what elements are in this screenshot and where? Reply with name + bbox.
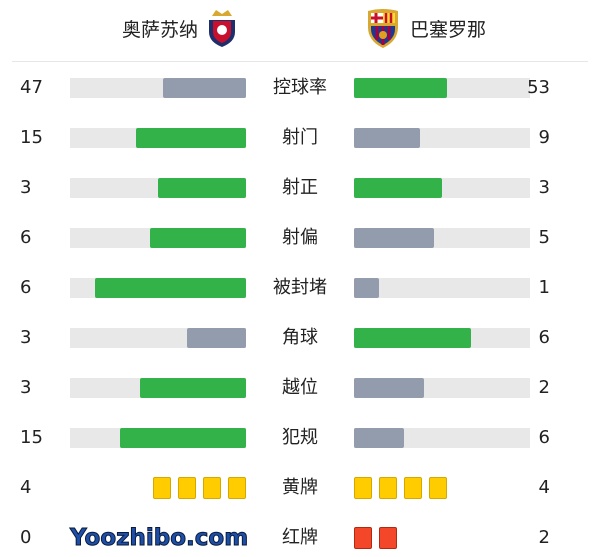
stat-label: 角球 bbox=[282, 327, 318, 348]
stat-row: 6 射偏 5 bbox=[0, 226, 600, 250]
stat-label: 黄牌 bbox=[282, 477, 318, 498]
home-value: 3 bbox=[20, 327, 32, 348]
away-bar-fill bbox=[354, 328, 472, 348]
home-bar-fill bbox=[163, 78, 246, 98]
away-value: 3 bbox=[538, 177, 550, 198]
home-bar-fill bbox=[158, 178, 246, 198]
home-bar bbox=[70, 228, 246, 248]
red-card-icon bbox=[354, 527, 372, 549]
home-bar bbox=[70, 78, 246, 98]
stat-row: 3 越位 2 bbox=[0, 376, 600, 400]
away-cards bbox=[354, 477, 447, 499]
away-bar-fill bbox=[354, 178, 442, 198]
red-card-icon bbox=[379, 527, 397, 549]
away-bar bbox=[354, 78, 530, 98]
home-bar-fill bbox=[120, 428, 246, 448]
away-bar bbox=[354, 228, 530, 248]
away-value: 5 bbox=[538, 227, 550, 248]
away-bar-fill bbox=[354, 278, 380, 298]
away-team-name: 巴塞罗那 bbox=[410, 18, 487, 41]
stat-label: 红牌 bbox=[282, 527, 318, 548]
away-bar-fill bbox=[354, 78, 448, 98]
away-value: 1 bbox=[538, 277, 550, 298]
yellow-card-row: 4 黄牌 4 bbox=[0, 476, 600, 500]
away-value: 53 bbox=[527, 77, 550, 98]
yellow-card-icon bbox=[203, 477, 221, 499]
stat-label: 控球率 bbox=[273, 77, 327, 98]
stat-label: 射门 bbox=[282, 127, 318, 148]
home-value: 15 bbox=[20, 427, 43, 448]
home-value: 15 bbox=[20, 127, 43, 148]
away-value: 2 bbox=[538, 527, 550, 548]
away-bar bbox=[354, 328, 530, 348]
away-bar bbox=[354, 178, 530, 198]
away-bar-fill bbox=[354, 128, 420, 148]
away-bar-fill bbox=[354, 228, 434, 248]
away-bar-fill bbox=[354, 428, 405, 448]
home-value: 4 bbox=[20, 477, 32, 498]
yellow-card-icon bbox=[429, 477, 447, 499]
home-bar-fill bbox=[150, 228, 246, 248]
home-cards bbox=[153, 477, 246, 499]
away-value: 2 bbox=[538, 377, 550, 398]
stat-row: 3 射正 3 bbox=[0, 176, 600, 200]
home-bar bbox=[70, 178, 246, 198]
home-value: 6 bbox=[20, 277, 32, 298]
away-cards bbox=[354, 527, 397, 549]
stat-row: 15 射门 9 bbox=[0, 126, 600, 150]
home-value: 6 bbox=[20, 227, 32, 248]
home-bar-fill bbox=[140, 378, 246, 398]
away-value: 6 bbox=[538, 327, 550, 348]
home-bar bbox=[70, 328, 246, 348]
away-value: 6 bbox=[538, 427, 550, 448]
barcelona-crest-icon bbox=[368, 9, 398, 48]
away-team[interactable]: 巴塞罗那 bbox=[364, 8, 486, 48]
stat-label: 犯规 bbox=[282, 427, 318, 448]
away-bar bbox=[354, 428, 530, 448]
stat-label: 射正 bbox=[282, 177, 318, 198]
home-value: 47 bbox=[20, 77, 43, 98]
yellow-card-icon bbox=[228, 477, 246, 499]
stat-row: 47 控球率 53 bbox=[0, 76, 600, 100]
home-value: 3 bbox=[20, 377, 32, 398]
stat-label: 射偏 bbox=[282, 227, 318, 248]
home-bar bbox=[70, 428, 246, 448]
home-team-name: 奥萨苏纳 bbox=[122, 18, 199, 41]
home-bar bbox=[70, 128, 246, 148]
osasuna-crest-icon bbox=[209, 10, 236, 47]
home-bar-fill bbox=[136, 128, 246, 148]
home-value: 0 bbox=[20, 527, 32, 548]
home-bar bbox=[70, 278, 246, 298]
watermark: Yoozhibo.com bbox=[69, 525, 249, 552]
stat-label: 被封堵 bbox=[273, 277, 327, 298]
divider bbox=[12, 61, 588, 62]
yellow-card-icon bbox=[379, 477, 397, 499]
stat-row: 6 被封堵 1 bbox=[0, 276, 600, 300]
away-value: 4 bbox=[538, 477, 550, 498]
red-card-row: 0 红牌 2 bbox=[0, 526, 600, 550]
away-bar bbox=[354, 378, 530, 398]
home-team[interactable]: 奥萨苏纳 bbox=[122, 8, 238, 48]
home-value: 3 bbox=[20, 177, 32, 198]
yellow-card-icon bbox=[178, 477, 196, 499]
home-bar-fill bbox=[187, 328, 246, 348]
home-bar-fill bbox=[95, 278, 246, 298]
yellow-card-icon bbox=[404, 477, 422, 499]
home-bar bbox=[70, 378, 246, 398]
away-value: 9 bbox=[538, 127, 550, 148]
stat-row: 15 犯规 6 bbox=[0, 426, 600, 450]
away-bar bbox=[354, 278, 530, 298]
away-bar bbox=[354, 128, 530, 148]
yellow-card-icon bbox=[354, 477, 372, 499]
yellow-card-icon bbox=[153, 477, 171, 499]
away-bar-fill bbox=[354, 378, 425, 398]
stat-label: 越位 bbox=[282, 377, 318, 398]
stat-row: 3 角球 6 bbox=[0, 326, 600, 350]
